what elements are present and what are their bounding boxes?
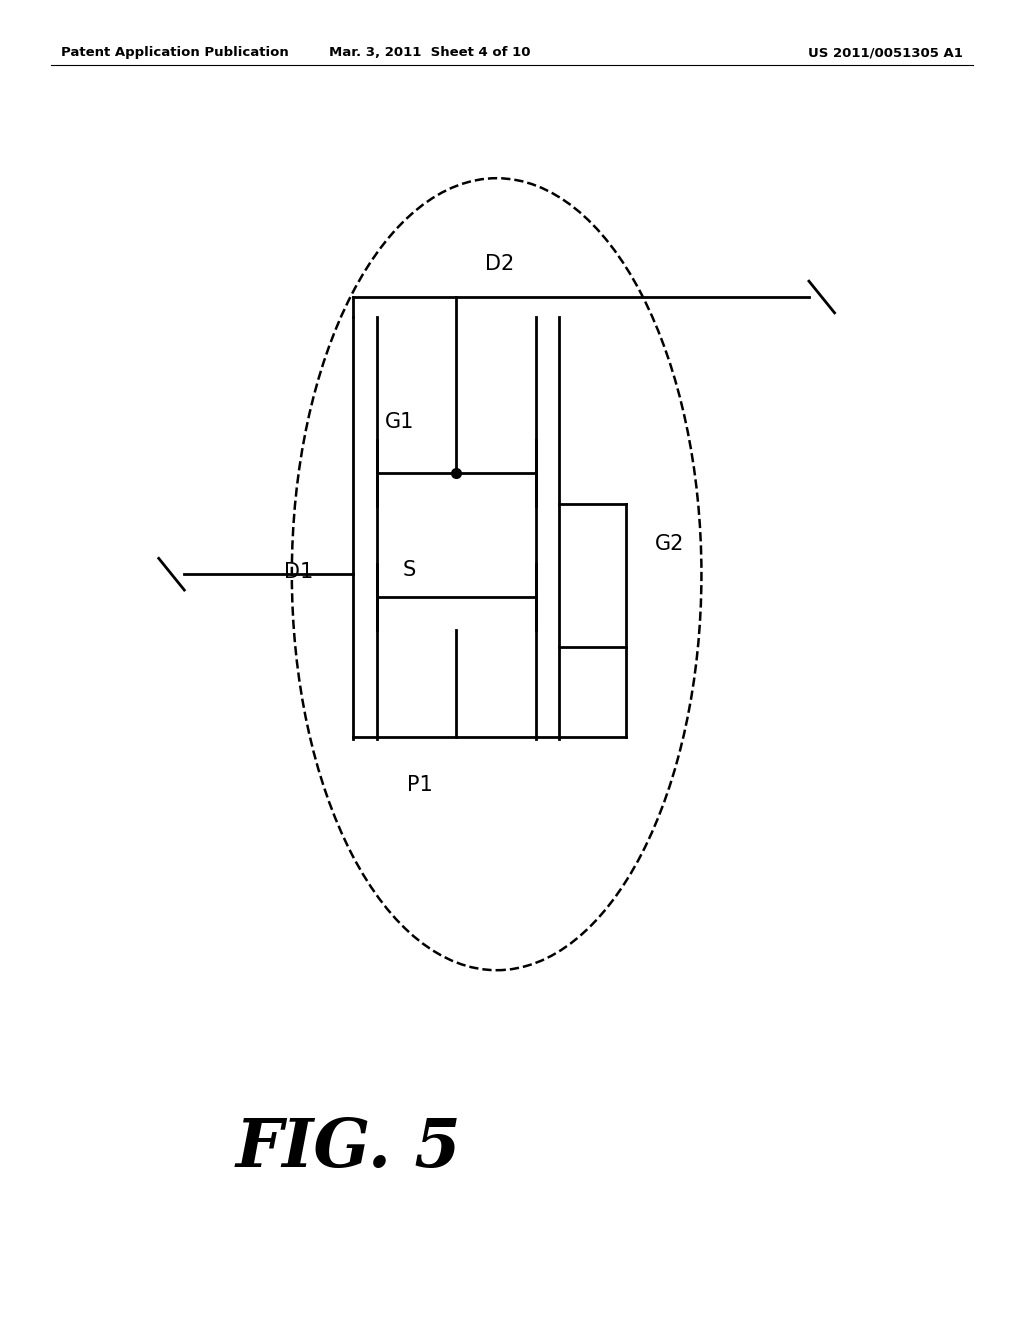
Text: S: S (403, 560, 416, 581)
Text: P1: P1 (407, 775, 433, 796)
Text: D1: D1 (285, 561, 313, 582)
Text: Patent Application Publication: Patent Application Publication (61, 46, 289, 59)
Text: FIG. 5: FIG. 5 (236, 1115, 461, 1181)
Text: US 2011/0051305 A1: US 2011/0051305 A1 (808, 46, 963, 59)
Text: G1: G1 (385, 412, 414, 433)
Text: Mar. 3, 2011  Sheet 4 of 10: Mar. 3, 2011 Sheet 4 of 10 (330, 46, 530, 59)
Text: G2: G2 (655, 533, 685, 554)
Text: D2: D2 (485, 253, 514, 275)
